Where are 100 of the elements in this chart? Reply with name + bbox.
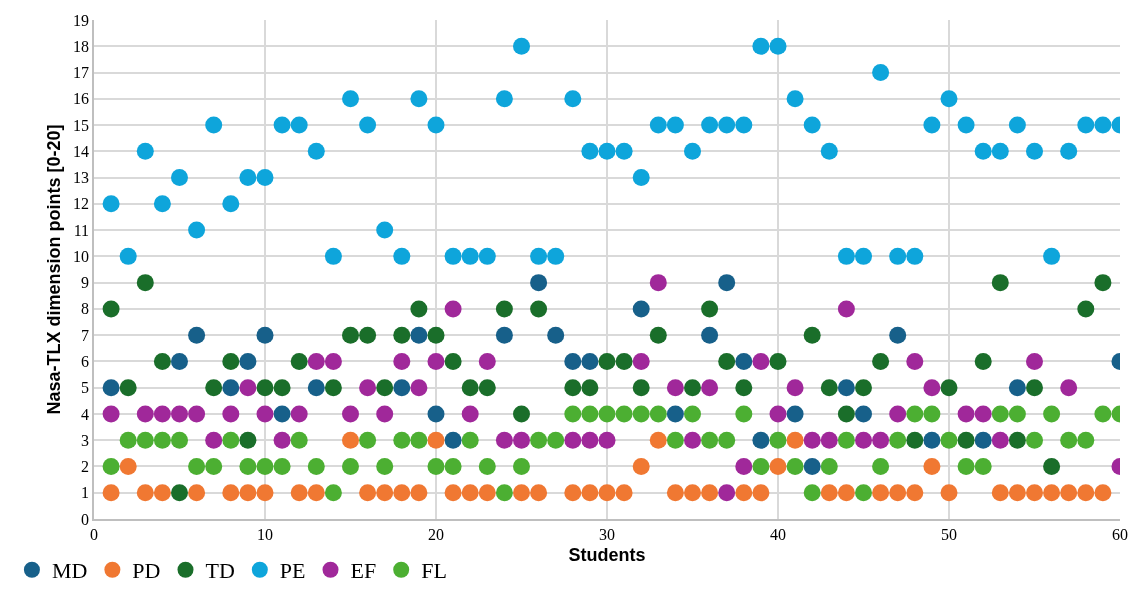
point bbox=[940, 484, 958, 502]
point bbox=[855, 379, 872, 397]
point bbox=[598, 484, 616, 502]
point bbox=[923, 431, 941, 449]
y-tick-label: 6 bbox=[81, 353, 90, 371]
point bbox=[342, 431, 359, 449]
point bbox=[1094, 484, 1112, 502]
point bbox=[564, 90, 582, 108]
point bbox=[940, 431, 958, 449]
point bbox=[188, 457, 206, 475]
y-tick-label: 2 bbox=[81, 458, 90, 476]
point bbox=[1094, 274, 1112, 292]
point bbox=[393, 379, 411, 397]
point bbox=[701, 300, 719, 318]
point bbox=[547, 431, 565, 449]
point bbox=[991, 142, 1009, 160]
point bbox=[1043, 484, 1061, 502]
point bbox=[615, 405, 633, 423]
point bbox=[581, 484, 599, 502]
point bbox=[427, 457, 445, 475]
y-tick-label: 0 bbox=[81, 510, 90, 528]
point bbox=[803, 457, 821, 475]
point bbox=[1008, 405, 1026, 423]
point bbox=[769, 352, 787, 370]
point bbox=[273, 116, 291, 134]
point bbox=[1043, 247, 1061, 265]
point bbox=[649, 405, 667, 423]
point bbox=[820, 484, 838, 502]
point bbox=[222, 484, 240, 502]
point bbox=[1060, 142, 1078, 160]
point bbox=[735, 379, 753, 397]
y-tick-label: 8 bbox=[81, 300, 90, 318]
point bbox=[256, 484, 274, 502]
point bbox=[957, 431, 975, 449]
point bbox=[649, 431, 667, 449]
point bbox=[290, 116, 308, 134]
point bbox=[495, 431, 513, 449]
y-tick-label: 11 bbox=[73, 221, 90, 239]
point bbox=[564, 352, 582, 370]
point bbox=[735, 116, 753, 134]
point bbox=[495, 90, 513, 108]
point bbox=[153, 484, 171, 502]
x-tick-label: 30 bbox=[599, 525, 615, 543]
point bbox=[102, 300, 120, 318]
point bbox=[598, 352, 616, 370]
point bbox=[136, 431, 154, 449]
point bbox=[290, 431, 308, 449]
point bbox=[666, 379, 684, 397]
point bbox=[649, 116, 667, 134]
legend-label: EF bbox=[350, 558, 377, 584]
point bbox=[769, 405, 787, 423]
point bbox=[974, 142, 992, 160]
point bbox=[684, 379, 701, 397]
point bbox=[495, 484, 513, 502]
y-tick-label: 12 bbox=[73, 195, 90, 213]
point bbox=[256, 326, 274, 344]
point bbox=[307, 484, 325, 502]
point bbox=[906, 484, 924, 502]
point bbox=[444, 352, 462, 370]
point bbox=[855, 405, 872, 423]
point bbox=[957, 405, 975, 423]
point bbox=[256, 457, 274, 475]
point bbox=[974, 405, 992, 423]
point bbox=[290, 352, 308, 370]
y-axis-title: Nasa-TLX dimension points [0-20] bbox=[43, 124, 64, 415]
point bbox=[803, 431, 821, 449]
point bbox=[701, 431, 719, 449]
x-tick-label: 50 bbox=[941, 525, 957, 543]
point bbox=[171, 405, 188, 423]
point bbox=[393, 326, 411, 344]
point bbox=[427, 431, 445, 449]
point bbox=[153, 352, 171, 370]
point bbox=[735, 352, 753, 370]
point bbox=[461, 405, 479, 423]
point bbox=[598, 405, 616, 423]
point bbox=[153, 405, 171, 423]
point bbox=[307, 457, 325, 475]
point bbox=[1008, 116, 1026, 134]
point bbox=[872, 431, 890, 449]
point bbox=[1026, 352, 1043, 370]
point bbox=[376, 457, 394, 475]
point bbox=[855, 247, 872, 265]
point bbox=[752, 457, 770, 475]
point bbox=[598, 431, 616, 449]
point bbox=[632, 300, 650, 318]
point bbox=[564, 379, 582, 397]
point bbox=[256, 169, 274, 187]
point bbox=[239, 457, 257, 475]
point bbox=[906, 405, 924, 423]
point bbox=[735, 457, 753, 475]
point bbox=[872, 64, 890, 82]
point bbox=[222, 379, 240, 397]
y-tick-label: 1 bbox=[81, 484, 90, 502]
point bbox=[701, 116, 719, 134]
point bbox=[786, 90, 804, 108]
point bbox=[581, 142, 599, 160]
point bbox=[205, 379, 223, 397]
point bbox=[752, 484, 770, 502]
point bbox=[615, 142, 633, 160]
x-tick-label: 20 bbox=[428, 525, 444, 543]
